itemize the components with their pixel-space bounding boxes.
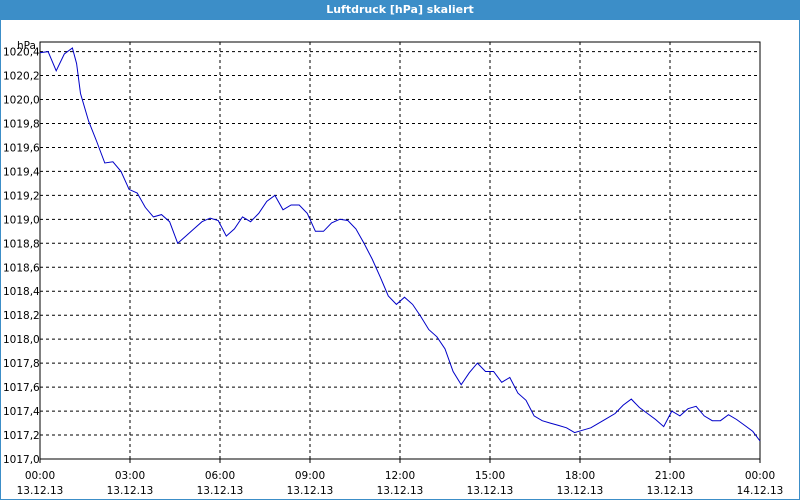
x-tick-time-label: 06:00 (205, 470, 235, 482)
plot-area (39, 41, 761, 460)
x-tick-time-label: 12:00 (385, 470, 415, 482)
y-tick-label: 1019,4 (3, 166, 40, 178)
x-tick-time-label: 15:00 (475, 470, 505, 482)
x-tick-date-label: 13.12.13 (467, 485, 514, 497)
x-tick-date-label: 13.12.13 (647, 485, 694, 497)
y-tick-label: 1020,0 (3, 95, 40, 107)
grid-lines (39, 42, 761, 463)
y-tick-label: 1018,6 (3, 262, 40, 274)
y-tick-label: 1019,6 (3, 142, 40, 154)
y-tick-label: 1017,6 (3, 382, 40, 394)
y-tick-label: 1018,2 (3, 310, 40, 322)
pressure-series-line (39, 47, 761, 442)
x-tick-date-label: 13.12.13 (287, 485, 334, 497)
y-tick-label: 1020,4 (3, 47, 40, 59)
x-tick-date-label: 14.12.13 (737, 485, 784, 497)
x-tick-time-label: 18:00 (565, 470, 595, 482)
x-tick-date-label: 13.12.13 (377, 485, 424, 497)
y-tick-label: 1018,8 (3, 238, 40, 250)
x-tick-time-label: 09:00 (295, 470, 325, 482)
y-tick-label: 1017,2 (3, 430, 40, 442)
x-tick-date-label: 13.12.13 (197, 485, 244, 497)
y-tick-label: 1019,2 (3, 190, 40, 202)
x-tick-date-label: 13.12.13 (17, 485, 64, 497)
y-tick-label: 1017,0 (3, 454, 40, 466)
x-tick-date-label: 13.12.13 (107, 485, 154, 497)
y-tick-label: 1018,0 (3, 334, 40, 346)
x-tick-time-label: 00:00 (25, 470, 55, 482)
y-tick-label: 1017,4 (3, 406, 40, 418)
x-tick-time-label: 21:00 (655, 470, 685, 482)
y-tick-label: 1019,0 (3, 214, 40, 226)
y-tick-label: 1020,2 (3, 71, 40, 83)
y-axis-unit-label: hPa (17, 40, 36, 52)
y-tick-label: 1017,8 (3, 358, 40, 370)
x-tick-time-label: 03:00 (115, 470, 145, 482)
chart-title: Luftdruck [hPa] skaliert (0, 0, 800, 20)
tick-labels: 1017,0 1017,2 1017,4 1017,6 1017,8 1018,0 1018… (3, 47, 783, 497)
x-tick-date-label: 13.12.13 (557, 485, 604, 497)
y-tick-label: 1019,8 (3, 118, 40, 130)
x-tick-time-label: 00:00 (745, 470, 775, 482)
y-tick-label: 1018,4 (3, 286, 40, 298)
